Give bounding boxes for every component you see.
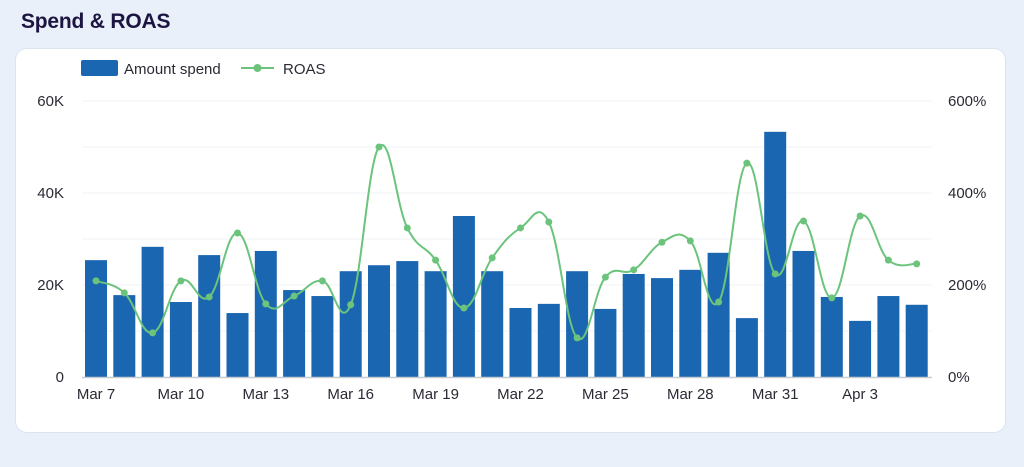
roas-point xyxy=(120,289,128,297)
x-tick-label: Mar 31 xyxy=(752,386,799,403)
right-tick-label: 200% xyxy=(948,277,986,294)
roas-point xyxy=(601,273,609,281)
spend-bar xyxy=(820,296,843,377)
x-tick-label: Mar 19 xyxy=(412,386,459,403)
roas-point xyxy=(800,217,807,225)
roas-point xyxy=(573,334,581,342)
roas-point xyxy=(715,298,723,306)
roas-point xyxy=(828,294,836,302)
spend-bar xyxy=(849,320,872,377)
spend-bar xyxy=(735,318,758,377)
roas-point xyxy=(545,218,553,226)
roas-point xyxy=(488,254,496,262)
spend-bar xyxy=(424,271,447,377)
spend-bar xyxy=(679,269,702,377)
roas-point xyxy=(686,237,694,245)
roas-point xyxy=(913,260,921,268)
legend: Amount spend ROAS xyxy=(81,60,326,78)
roas-point xyxy=(743,159,751,167)
roas-point xyxy=(92,277,100,285)
roas-point xyxy=(234,229,241,237)
x-tick-label: Mar 22 xyxy=(497,386,544,403)
spend-bar xyxy=(283,290,306,377)
roas-point xyxy=(460,304,468,312)
spend-bar xyxy=(396,261,419,377)
spend-bar xyxy=(509,308,532,377)
roas-point xyxy=(262,300,270,308)
spend-bar xyxy=(651,278,673,377)
left-tick-label: 40K xyxy=(37,185,64,202)
roas-point xyxy=(658,238,666,246)
spend-bar xyxy=(226,313,249,377)
spend-bar xyxy=(905,304,928,377)
spend-bar xyxy=(141,246,164,377)
legend-bar-swatch xyxy=(81,60,118,76)
spend-bar xyxy=(481,271,504,377)
left-tick-label: 0 xyxy=(56,369,64,386)
legend-line-label: ROAS xyxy=(283,61,326,78)
x-tick-label: Mar 13 xyxy=(242,386,289,403)
roas-point xyxy=(290,292,298,300)
spend-bar xyxy=(113,295,136,377)
roas-point xyxy=(517,224,524,232)
x-axis-ticks: Mar 7 Mar 10 Mar 13 Mar 16 Mar 19 Mar 22 Mar 2… xyxy=(77,386,878,403)
roas-point xyxy=(630,266,638,274)
x-tick-label: Apr 3 xyxy=(842,386,878,403)
spend-bar xyxy=(537,303,560,377)
right-tick-label: 0% xyxy=(948,369,970,386)
roas-point xyxy=(771,270,779,278)
roas-point xyxy=(403,224,411,232)
spend-bar xyxy=(594,308,617,377)
spend-bar xyxy=(311,296,334,377)
left-tick-label: 20K xyxy=(37,277,64,294)
roas-point xyxy=(149,329,157,337)
spend-bar xyxy=(85,260,107,377)
spend-bar xyxy=(764,131,787,377)
roas-point xyxy=(856,212,864,220)
roas-point xyxy=(432,256,440,264)
roas-point xyxy=(177,277,185,285)
roas-point xyxy=(205,293,213,301)
legend-line-dot xyxy=(253,64,262,72)
x-tick-label: Mar 28 xyxy=(667,386,714,403)
roas-point xyxy=(375,143,383,151)
spend-bar xyxy=(622,273,645,377)
x-tick-label: Mar 25 xyxy=(582,386,629,403)
x-tick-label: Mar 10 xyxy=(158,386,205,403)
legend-bar-label: Amount spend xyxy=(124,61,221,78)
spend-bar xyxy=(368,265,390,377)
roas-point xyxy=(347,301,355,309)
chart-title: Spend & ROAS xyxy=(21,10,171,33)
right-axis-ticks: 0% 200% 400% 600% xyxy=(948,93,986,386)
x-tick-label: Mar 7 xyxy=(77,386,115,403)
left-axis-ticks: 0 20K 40K 60K xyxy=(37,93,64,386)
spend-bar xyxy=(877,296,900,377)
spend-bar xyxy=(169,302,192,377)
spend-bar xyxy=(452,216,475,377)
spend-bars xyxy=(85,131,928,377)
spend-bar xyxy=(254,250,277,377)
spend-bar xyxy=(339,271,362,377)
right-tick-label: 400% xyxy=(948,185,986,202)
roas-point xyxy=(318,277,326,285)
left-tick-label: 60K xyxy=(37,93,64,110)
x-tick-label: Mar 16 xyxy=(327,386,374,403)
right-tick-label: 600% xyxy=(948,93,986,110)
roas-point xyxy=(884,256,892,264)
spend-bar xyxy=(566,271,589,377)
roas-points xyxy=(92,143,921,342)
spend-bar xyxy=(198,255,221,377)
spend-bar xyxy=(792,250,815,377)
